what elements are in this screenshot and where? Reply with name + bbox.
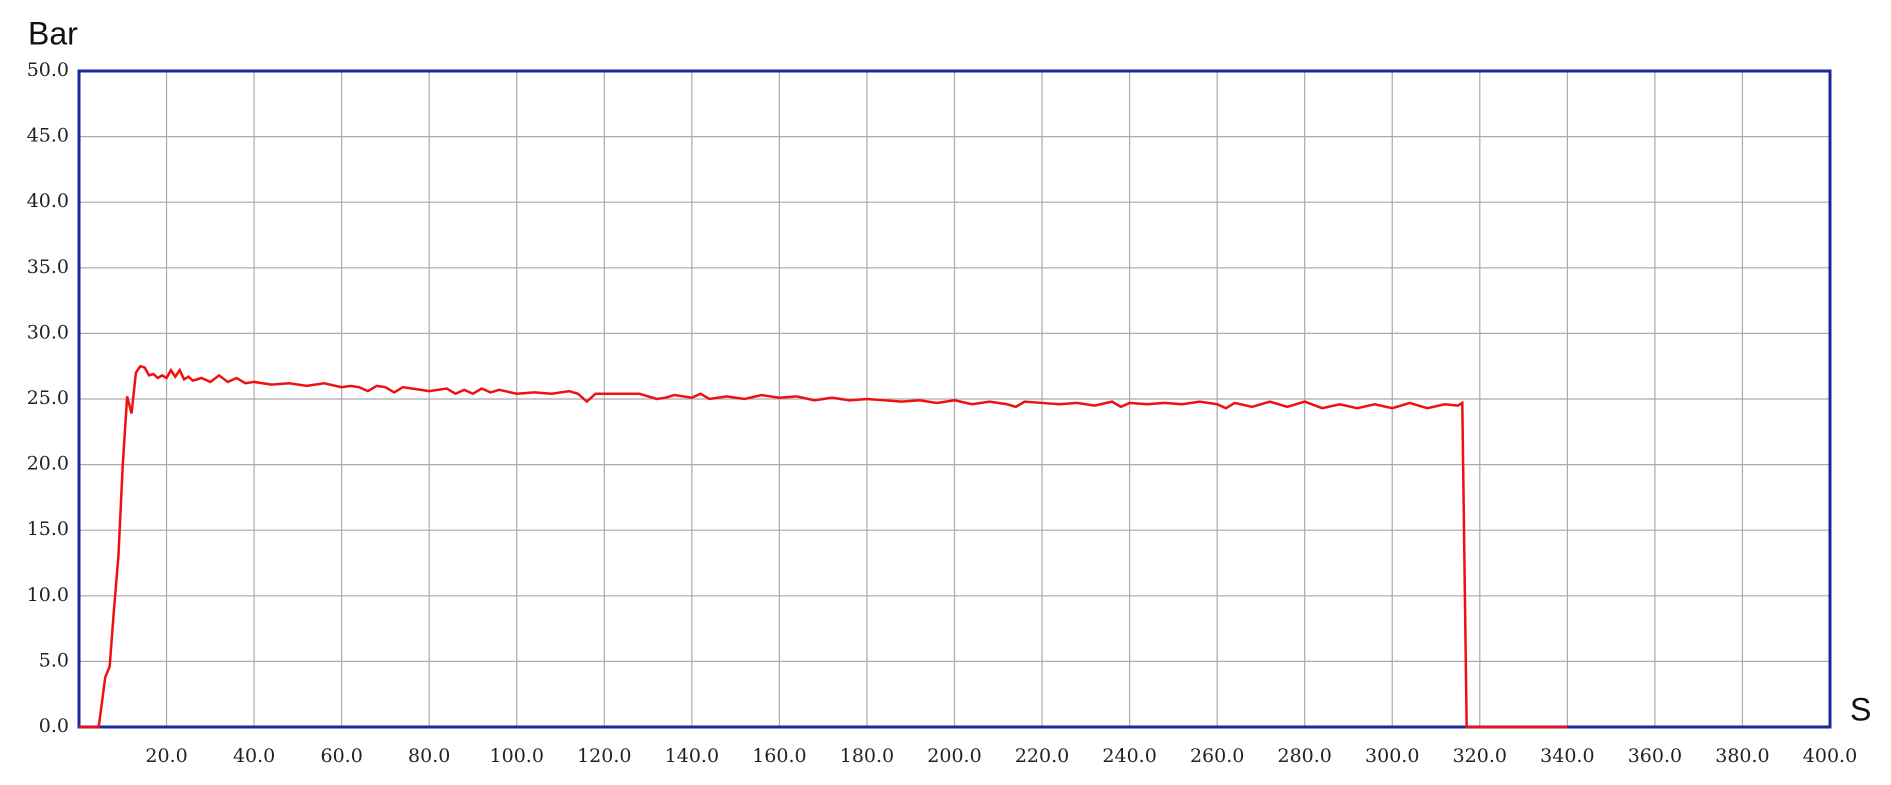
y-tick-label: 15.0: [27, 518, 69, 540]
y-tick-label: 20.0: [27, 453, 69, 475]
y-tick-label: 10.0: [27, 584, 69, 606]
x-tick-label: 140.0: [665, 745, 719, 767]
x-tick-label: 380.0: [1715, 745, 1769, 767]
x-tick-label: 120.0: [577, 745, 631, 767]
x-tick-label: 60.0: [320, 745, 362, 767]
x-tick-label: 320.0: [1453, 745, 1507, 767]
x-tick-label: 200.0: [927, 745, 981, 767]
y-tick-label: 35.0: [27, 256, 69, 278]
x-tick-label: 240.0: [1102, 745, 1156, 767]
x-tick-label: 100.0: [490, 745, 544, 767]
x-tick-label: 80.0: [408, 745, 450, 767]
y-tick-label: 40.0: [27, 190, 69, 212]
data-line: [79, 364, 1568, 729]
y-tick-label: 45.0: [27, 125, 69, 147]
x-tick-label: 220.0: [1015, 745, 1069, 767]
x-tick-label: 160.0: [752, 745, 806, 767]
x-tick-label: 360.0: [1628, 745, 1682, 767]
x-tick-label: 260.0: [1190, 745, 1244, 767]
plot-border: [77, 69, 1832, 729]
y-tick-label: 50.0: [27, 59, 69, 81]
x-tick-label: 340.0: [1540, 745, 1594, 767]
x-tick-label: 400.0: [1803, 745, 1857, 767]
y-tick-label: 5.0: [39, 649, 69, 671]
x-tick-label: 20.0: [145, 745, 187, 767]
y-tick-label: 25.0: [27, 387, 69, 409]
x-tick-label: 180.0: [840, 745, 894, 767]
y-axis-label: Bar: [28, 15, 78, 51]
x-tick-label: 40.0: [233, 745, 275, 767]
y-tick-label: 30.0: [27, 321, 69, 343]
x-axis-label: S: [1850, 691, 1871, 727]
x-tick-label: 280.0: [1277, 745, 1331, 767]
y-tick-label: 0.0: [39, 715, 69, 737]
x-tick-label: 300.0: [1365, 745, 1419, 767]
